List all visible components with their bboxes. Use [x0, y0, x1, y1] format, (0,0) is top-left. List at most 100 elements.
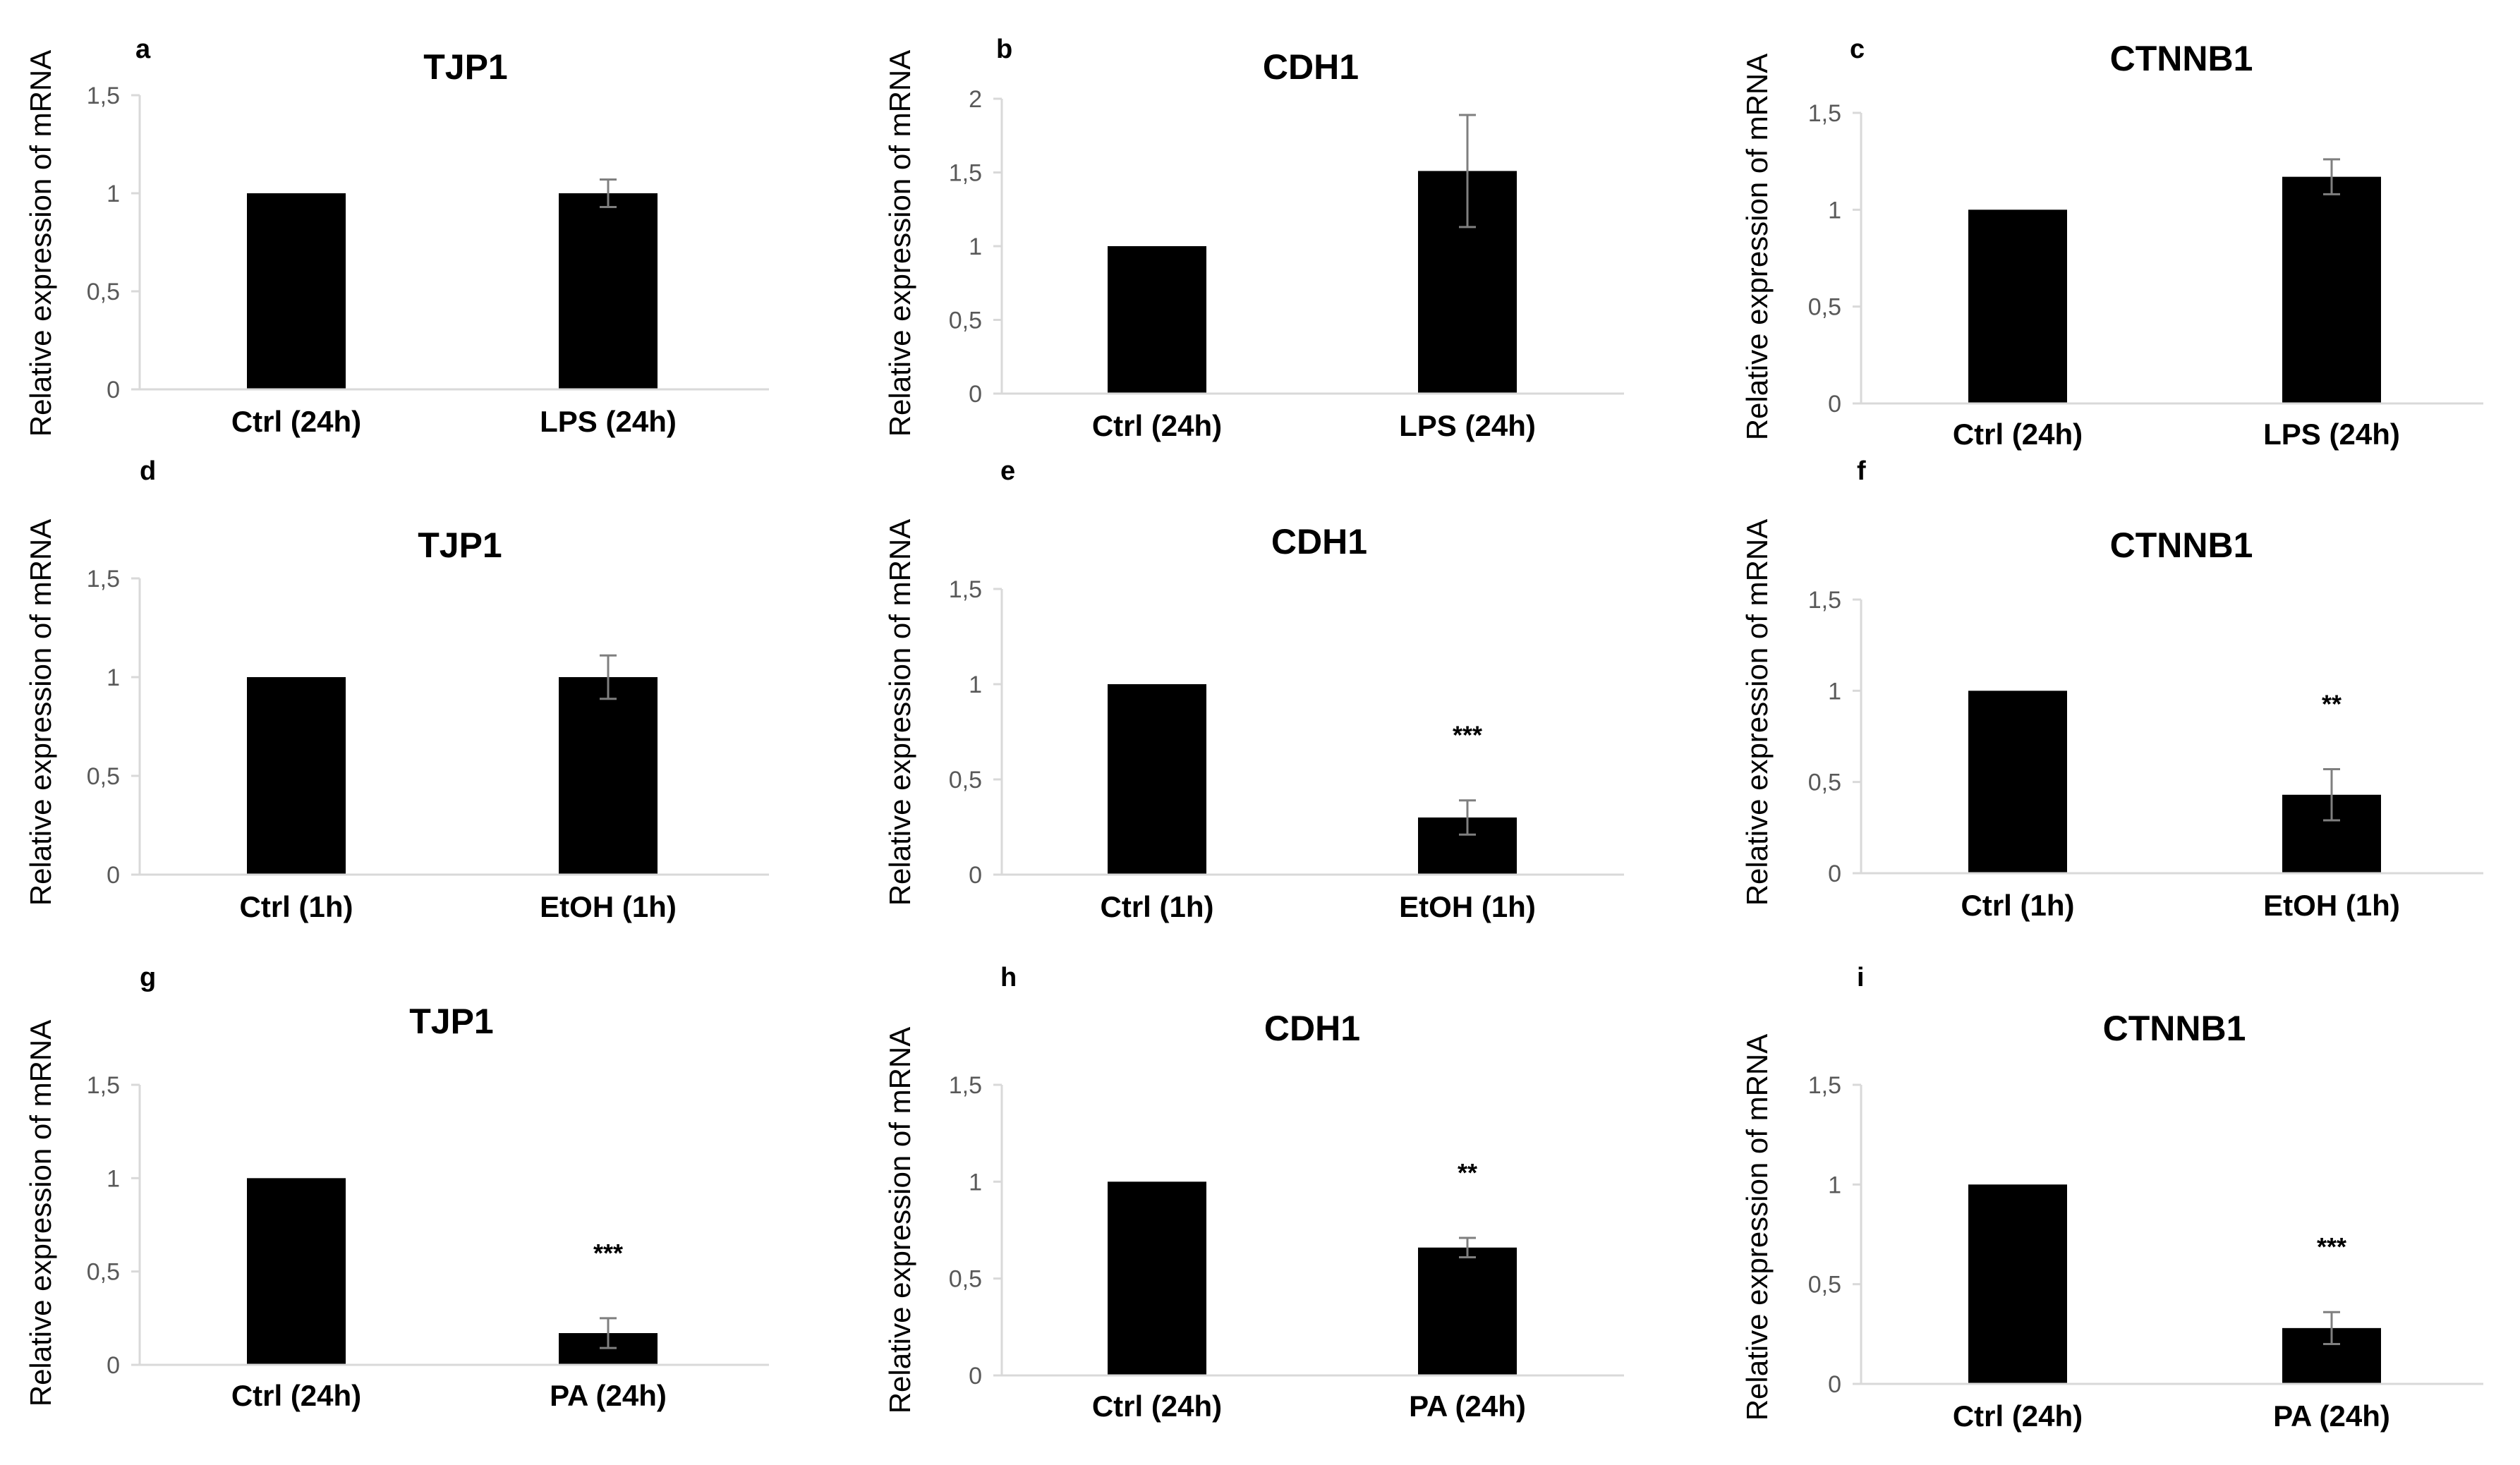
chart-title: CDH1	[1271, 522, 1367, 561]
y-tick-label: 2	[969, 86, 982, 113]
x-tick-label: EtOH (1h)	[540, 890, 677, 923]
panel-f: f CTNNB1 Relative expression of mRNA 0 0,5 1 1…	[1740, 456, 2483, 922]
y-tick-label: 1	[969, 233, 982, 260]
panel-a: a TJP1 Relative expression of mRNA 0 0,5 1 1,5…	[24, 35, 769, 438]
y-tick-label: 1,5	[1808, 587, 1841, 614]
y-tick-label: 0	[1828, 861, 1841, 887]
x-tick-label: EtOH (1h)	[2263, 889, 2400, 922]
y-axis-label: Relative expression of mRNA	[24, 50, 57, 437]
panel-e: e CDH1 Relative expression of mRNA 0 0,5 1 1,5…	[883, 456, 1624, 923]
chart-title: CDH1	[1264, 1009, 1360, 1048]
significance-marker: ***	[593, 1239, 623, 1268]
y-tick-label: 1,5	[87, 1072, 120, 1099]
chart-title: CTNNB1	[2110, 525, 2253, 565]
y-tick-label: 1	[107, 1165, 120, 1192]
bar	[1418, 1247, 1517, 1375]
y-tick-label: 0,5	[949, 308, 982, 334]
y-axis-label: Relative expression of mRNA	[883, 519, 916, 906]
x-tick-label: Ctrl (1h)	[1101, 890, 1214, 923]
chart-title: TJP1	[423, 47, 508, 87]
panel-label: d	[140, 456, 156, 486]
chart-title: CDH1	[1263, 47, 1359, 87]
y-tick-label: 1	[969, 1169, 982, 1196]
bar	[559, 193, 658, 389]
chart-title: CTNNB1	[2103, 1009, 2246, 1048]
y-tick-label: 0	[1828, 391, 1841, 418]
chart-title: TJP1	[418, 525, 502, 565]
y-tick-label: 0,5	[1808, 1272, 1841, 1299]
y-tick-label: 0,5	[949, 767, 982, 794]
panel-c: c CTNNB1 Relative expression of mRNA 0 0,5 1 1…	[1740, 35, 2483, 451]
panel-i: i CTNNB1 Relative expression of mRNA 0 0,5 1 1…	[1740, 963, 2483, 1433]
panel-label: f	[1857, 456, 1866, 486]
x-tick-label: Ctrl (24h)	[1953, 418, 2083, 451]
bar	[1108, 246, 1206, 394]
bar	[2282, 176, 2381, 403]
x-tick-label: Ctrl (24h)	[231, 1379, 361, 1412]
x-tick-label: Ctrl (24h)	[1092, 409, 1222, 442]
x-tick-label: Ctrl (24h)	[1092, 1390, 1222, 1423]
y-tick-label: 0	[969, 1363, 982, 1390]
y-tick-label: 1,5	[1808, 100, 1841, 127]
panel-b: b CDH1 Relative expression of mRNA 0 0,5 1 1,5…	[883, 35, 1624, 442]
bar	[559, 677, 658, 875]
bar	[247, 193, 346, 389]
y-axis-label: Relative expression of mRNA	[1740, 54, 1774, 441]
panel-label: c	[1850, 35, 1865, 64]
significance-marker: ***	[1453, 721, 1482, 750]
panel-label: b	[996, 35, 1012, 64]
y-tick-label: 1,5	[87, 566, 120, 592]
y-tick-label: 0,5	[87, 763, 120, 790]
x-tick-label: PA (24h)	[2273, 1399, 2390, 1433]
bar	[1968, 691, 2067, 873]
x-tick-label: Ctrl (1h)	[1961, 889, 2075, 922]
y-tick-label: 0	[1828, 1371, 1841, 1398]
panel-label: e	[1000, 456, 1015, 486]
chart-title: CTNNB1	[2110, 39, 2253, 78]
bar	[1108, 684, 1206, 875]
x-tick-label: Ctrl (24h)	[231, 405, 361, 438]
panel-label: h	[1000, 963, 1017, 992]
panel-h: h CDH1 Relative expression of mRNA 0 0,5 1 1,5…	[883, 963, 1624, 1423]
y-axis-label: Relative expression of mRNA	[883, 50, 916, 437]
panel-d: d TJP1 Relative expression of mRNA 0 0,5 1 1,5…	[24, 456, 769, 923]
chart-title: TJP1	[409, 1002, 494, 1041]
y-tick-label: 1	[107, 664, 120, 691]
y-tick-label: 1	[1828, 197, 1841, 224]
y-axis-label: Relative expression of mRNA	[1740, 1034, 1774, 1421]
x-tick-label: LPS (24h)	[1399, 409, 1536, 442]
y-tick-label: 1	[1828, 1172, 1841, 1198]
y-tick-label: 0	[107, 862, 120, 889]
x-tick-label: PA (24h)	[550, 1379, 667, 1412]
x-tick-label: Ctrl (24h)	[1953, 1399, 2083, 1433]
bar	[247, 1178, 346, 1365]
y-tick-label: 0,5	[87, 1259, 120, 1286]
panel-label: g	[140, 963, 156, 992]
y-tick-label: 0	[107, 377, 120, 403]
y-tick-label: 1	[107, 181, 120, 207]
y-axis-label: Relative expression of mRNA	[1740, 519, 1774, 906]
x-tick-label: PA (24h)	[1409, 1390, 1526, 1423]
y-tick-label: 1	[1828, 678, 1841, 705]
y-tick-label: 0	[969, 381, 982, 408]
bar	[1968, 1184, 2067, 1384]
significance-marker: **	[2322, 690, 2342, 719]
significance-marker: ***	[2317, 1232, 2346, 1261]
y-tick-label: 0,5	[1808, 770, 1841, 796]
panel-label: i	[1857, 963, 1865, 992]
significance-marker: **	[1458, 1158, 1477, 1187]
panel-g: g TJP1 Relative expression of mRNA 0 0,5 1 1,5…	[24, 963, 769, 1412]
y-tick-label: 0,5	[87, 279, 120, 305]
bar	[1968, 209, 2067, 403]
x-tick-label: LPS (24h)	[540, 405, 677, 438]
y-tick-label: 1,5	[1808, 1072, 1841, 1099]
y-axis-label: Relative expression of mRNA	[883, 1027, 916, 1414]
x-tick-label: Ctrl (1h)	[240, 890, 353, 923]
y-axis-label: Relative expression of mRNA	[24, 1020, 57, 1407]
y-tick-label: 1	[969, 671, 982, 698]
x-tick-label: EtOH (1h)	[1399, 890, 1536, 923]
y-tick-label: 1,5	[949, 1072, 982, 1099]
y-tick-label: 1,5	[87, 83, 120, 109]
y-tick-label: 1,5	[949, 160, 982, 187]
